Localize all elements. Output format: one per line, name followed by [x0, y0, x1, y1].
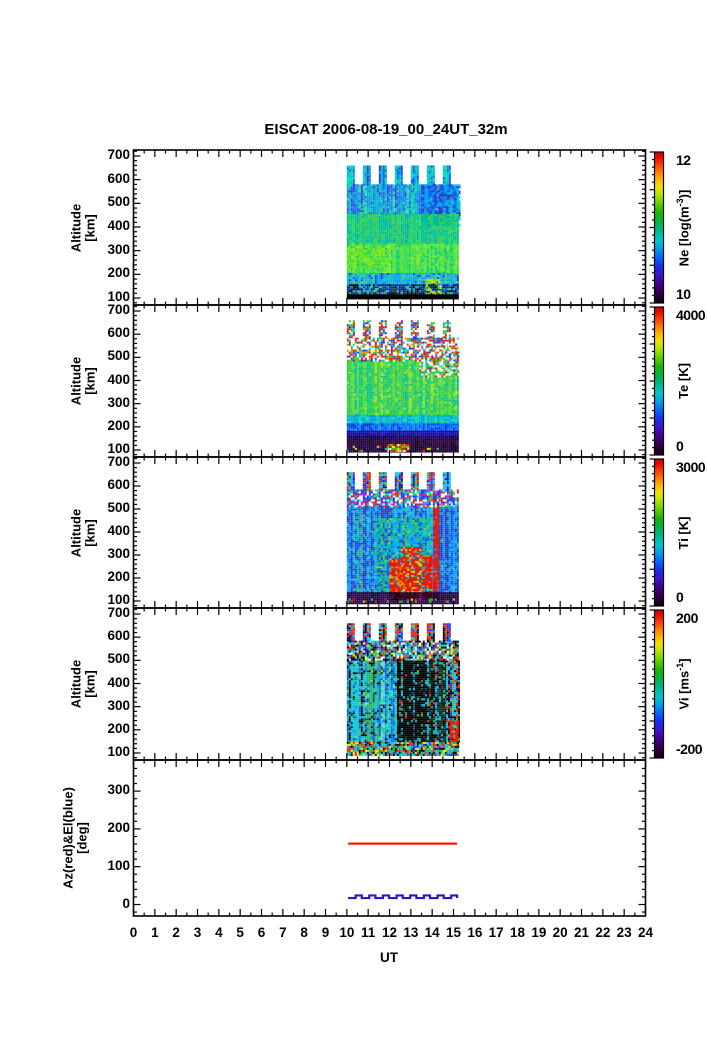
alt-tick-label: 300 — [107, 394, 130, 410]
deg-tick-label: 300 — [107, 782, 130, 798]
alt-tick-label: 300 — [107, 546, 130, 561]
alt-axis-label: Altitude [km] — [68, 356, 98, 406]
alt-axis-label: Altitude [km] — [68, 508, 98, 557]
alt-tick-label: 600 — [107, 628, 130, 644]
alt-tick-label: 200 — [107, 265, 130, 281]
ut-axis-label: UT — [380, 950, 398, 965]
colorbar-max-label: 4000 — [676, 307, 706, 323]
x-tick-label: 2 — [172, 925, 180, 940]
x-tick-label: 3 — [193, 925, 202, 940]
alt-tick-label: 500 — [107, 651, 130, 667]
x-tick-label: 8 — [300, 925, 308, 940]
alt-tick-label: 200 — [107, 569, 130, 584]
alt-tick-label: 500 — [107, 500, 130, 515]
x-tick-label: 23 — [616, 925, 632, 940]
x-tick-label: 17 — [488, 925, 504, 940]
x-tick-label: 9 — [321, 925, 330, 940]
x-tick-label: 12 — [381, 925, 398, 940]
alt-tick-label: 700 — [107, 147, 130, 162]
x-tick-label: 4 — [215, 925, 223, 940]
alt-tick-label: 200 — [107, 417, 130, 433]
x-tick-label: 16 — [467, 925, 483, 940]
x-tick-label: 11 — [361, 925, 376, 940]
alt-tick-label: 700 — [107, 302, 130, 317]
alt-tick-label: 300 — [107, 697, 130, 713]
alt-tick-label: 300 — [107, 241, 130, 257]
colorbar-unit-label: Vi [ms-1] — [675, 658, 692, 710]
colorbar-max-label: 3000 — [676, 459, 706, 475]
alt-axis-label: Altitude [km] — [68, 203, 98, 252]
x-tick-label: 20 — [552, 925, 568, 940]
alt-axis-label: Altitude [km] — [68, 659, 98, 709]
colorbar-min-label: 10 — [676, 286, 691, 302]
colorbar-unit-label: Ti [K] — [675, 516, 691, 549]
x-tick-label: 13 — [403, 925, 419, 940]
alt-tick-label: 700 — [107, 454, 130, 469]
x-tick-label: 19 — [531, 925, 547, 940]
alt-tick-label: 400 — [107, 371, 130, 387]
deg-axis-label: Az(red)&El(blue) [deg] — [60, 787, 90, 889]
alt-tick-label: 600 — [107, 325, 130, 341]
alt-tick-label: 100 — [107, 592, 130, 607]
alt-tick-label: 500 — [107, 348, 130, 364]
x-tick-label: 6 — [257, 925, 266, 940]
alt-tick-label: 600 — [107, 170, 130, 186]
x-tick-label: 18 — [509, 925, 526, 940]
colorbar-min-label: 0 — [676, 438, 684, 454]
colorbar-min-label: 0 — [676, 589, 684, 605]
colorbar-max-label: 200 — [676, 610, 698, 626]
alt-tick-label: 100 — [107, 289, 130, 304]
alt-tick-label: 500 — [107, 194, 130, 210]
x-tick-label: 10 — [339, 925, 355, 940]
x-tick-label: 5 — [236, 925, 244, 940]
x-tick-label: 7 — [279, 925, 287, 940]
x-tick-label: 14 — [424, 925, 440, 940]
colorbar-max-label: 12 — [676, 152, 691, 168]
page-title: EISCAT 2006-08-19_00_24UT_32m — [264, 121, 508, 138]
alt-tick-label: 200 — [107, 720, 130, 736]
deg-tick-label: 0 — [122, 895, 130, 911]
alt-tick-label: 400 — [107, 523, 130, 538]
alt-tick-label: 400 — [107, 674, 130, 690]
colorbar-unit-label: Te [K] — [675, 363, 691, 399]
deg-tick-label: 100 — [107, 857, 130, 873]
alt-tick-label: 100 — [107, 744, 130, 759]
x-tick-label: 0 — [129, 925, 138, 940]
colorbar-min-label: -200 — [676, 741, 703, 757]
alt-tick-label: 700 — [107, 605, 130, 620]
x-tick-label: 22 — [595, 925, 611, 940]
alt-tick-label: 400 — [107, 218, 130, 233]
alt-tick-label: 100 — [107, 441, 130, 456]
x-tick-label: 15 — [445, 925, 462, 940]
deg-tick-label: 200 — [107, 819, 130, 835]
alt-tick-label: 600 — [107, 477, 130, 492]
x-tick-label: 21 — [573, 925, 590, 940]
colorbar-unit-label: Ne [log(m-3)] — [675, 189, 692, 266]
x-tick-label: 1 — [151, 925, 159, 940]
x-tick-label: 24 — [637, 925, 654, 940]
